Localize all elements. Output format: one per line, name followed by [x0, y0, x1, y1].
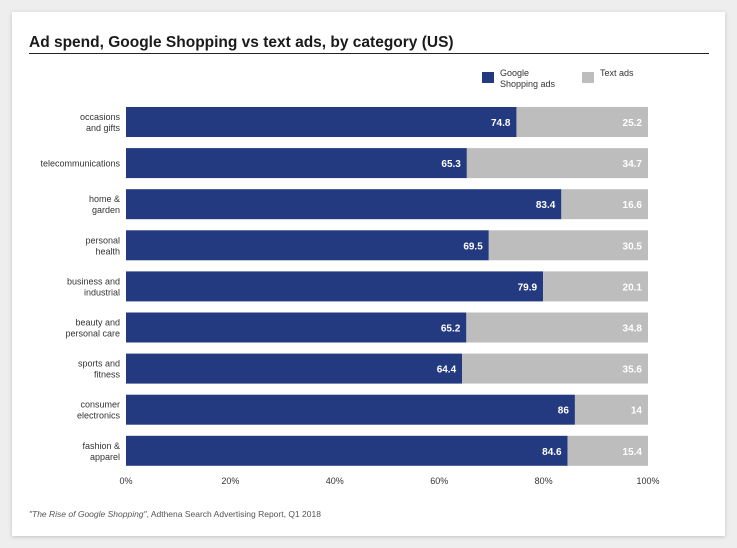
data-label-google-shopping-4: 79.9: [518, 282, 538, 293]
category-label-4: business and industrial: [67, 276, 120, 297]
bar-google-shopping-3: [126, 230, 489, 261]
category-label-3: personal health: [85, 235, 120, 256]
legend-label-text-ads: Text ads: [600, 68, 634, 78]
data-label-text-ads-0: 25.2: [623, 118, 643, 129]
data-label-text-ads-6: 35.6: [623, 365, 643, 376]
bar-text-ads-2: [561, 189, 648, 220]
data-label-text-ads-5: 34.8: [623, 324, 643, 335]
data-label-google-shopping-5: 65.2: [441, 324, 461, 335]
legend-swatch-text-ads: [582, 72, 594, 83]
data-label-text-ads-4: 20.1: [623, 282, 643, 293]
category-label-2: home & garden: [89, 194, 120, 215]
data-label-google-shopping-0: 74.8: [491, 118, 511, 129]
data-label-text-ads-8: 15.4: [623, 447, 643, 458]
source-report-title: "The Rise of Google Shopping": [29, 509, 147, 519]
data-label-text-ads-3: 30.5: [623, 241, 643, 252]
bar-google-shopping-4: [126, 271, 544, 302]
data-label-text-ads-1: 34.7: [623, 159, 643, 170]
data-label-google-shopping-2: 83.4: [536, 200, 556, 211]
bar-text-ads-3: [488, 230, 648, 261]
bar-text-ads-5: [466, 312, 648, 343]
bar-text-ads-7: [574, 394, 648, 425]
title-divider: [29, 53, 709, 54]
bar-google-shopping-7: [126, 394, 575, 425]
bar-text-ads-6: [462, 353, 648, 384]
data-label-google-shopping-6: 64.4: [437, 365, 457, 376]
bar-google-shopping-6: [126, 353, 463, 384]
bar-text-ads-4: [543, 271, 648, 302]
legend-label-google-shopping: Google Shopping ads: [500, 68, 556, 89]
x-tick-label-5: 100%: [636, 476, 659, 486]
category-label-7: consumer electronics: [77, 400, 121, 421]
bar-google-shopping-1: [126, 148, 467, 179]
bar-google-shopping-5: [126, 312, 467, 343]
data-label-text-ads-7: 14: [631, 406, 643, 417]
x-tick-label-1: 20%: [221, 476, 239, 486]
x-tick-label-4: 80%: [535, 476, 553, 486]
category-label-8: fashion & apparel: [82, 441, 120, 462]
category-label-5: beauty and personal care: [65, 318, 120, 339]
source-note: "The Rise of Google Shopping", Adthena S…: [29, 509, 321, 519]
bar-google-shopping-0: [126, 107, 517, 137]
x-tick-label-0: 0%: [119, 476, 132, 486]
x-tick-label-3: 60%: [430, 476, 448, 486]
chart-title: Ad spend, Google Shopping vs text ads, b…: [29, 34, 454, 51]
category-label-6: sports and fitness: [78, 359, 121, 380]
data-label-google-shopping-8: 84.6: [542, 447, 562, 458]
category-label-1: telecommunications: [40, 159, 120, 169]
data-label-google-shopping-7: 86: [558, 406, 570, 417]
legend-swatch-google-shopping: [482, 72, 494, 83]
bar-text-ads-1: [466, 148, 648, 179]
x-tick-label-2: 40%: [326, 476, 344, 486]
bar-text-ads-8: [567, 435, 648, 466]
data-label-google-shopping-1: 65.3: [441, 159, 461, 170]
category-label-0: occasions and gifts: [80, 112, 121, 133]
bar-google-shopping-8: [126, 435, 568, 466]
data-label-text-ads-2: 16.6: [623, 200, 643, 211]
source-details: , Adthena Search Advertising Report, Q1 …: [146, 509, 321, 519]
data-label-google-shopping-3: 69.5: [463, 241, 483, 252]
bar-google-shopping-2: [126, 189, 562, 220]
bar-text-ads-0: [516, 107, 648, 137]
